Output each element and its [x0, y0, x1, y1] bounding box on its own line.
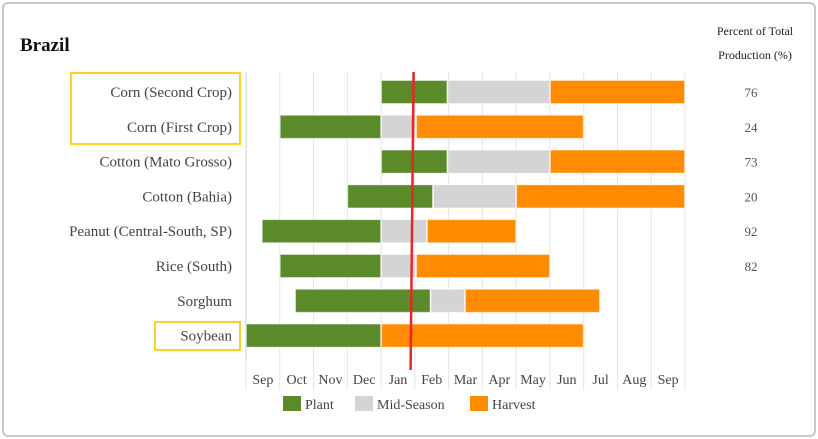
- bar-harvest: [416, 114, 584, 139]
- percent-value: 82: [745, 259, 758, 274]
- x-tick-label: Jan: [389, 373, 408, 388]
- crop-label: Sorghum: [177, 294, 232, 310]
- bar-plant: [279, 254, 382, 278]
- x-tick-label: Jun: [557, 373, 576, 388]
- percent-header-line1: Percent of Total: [717, 24, 794, 38]
- x-tick-label: May: [520, 373, 546, 388]
- bar-plant: [347, 184, 433, 209]
- bar-mid-season: [432, 184, 517, 209]
- x-tick-label: Sep: [252, 373, 273, 388]
- bar-mid-season: [447, 80, 550, 104]
- highlight-box-soybean: [154, 321, 241, 351]
- bar-plant: [295, 288, 431, 313]
- bar-plant: [279, 114, 382, 139]
- legend-label: Plant: [305, 398, 334, 413]
- percent-value: 76: [745, 85, 759, 100]
- bar-harvest: [416, 254, 550, 278]
- legend-swatch-plant: [283, 396, 301, 411]
- x-tick-label: Nov: [318, 373, 342, 388]
- x-tick-label: Feb: [421, 373, 442, 388]
- crop-label: Peanut (Central-South, SP): [69, 224, 232, 240]
- bar-plant: [246, 323, 382, 348]
- legend-swatch-mid-season: [355, 396, 373, 411]
- crop-label: Rice (South): [156, 259, 232, 275]
- bar-harvest: [426, 219, 517, 244]
- chart-title: Brazil: [20, 35, 70, 56]
- percent-value: 24: [745, 120, 759, 135]
- x-tick-label: Jul: [592, 373, 608, 388]
- bar-harvest: [464, 288, 601, 313]
- percent-value: 92: [745, 224, 758, 239]
- bar-plant: [381, 149, 448, 174]
- x-tick-label: Aug: [622, 373, 646, 388]
- percent-header-line2: Production (%): [718, 48, 792, 62]
- bar-mid-season: [381, 254, 417, 278]
- crop-label: Cotton (Bahia): [142, 189, 232, 205]
- crop-label: Corn (First Crop): [127, 120, 232, 136]
- legend-swatch-harvest: [470, 396, 488, 411]
- crop-label: Corn (Second Crop): [110, 85, 232, 101]
- crop-label: Soybean: [180, 329, 232, 345]
- bar-mid-season: [381, 114, 417, 139]
- percent-value: 73: [745, 155, 758, 170]
- x-tick-label: Apr: [488, 373, 510, 388]
- x-tick-label: Mar: [454, 373, 478, 388]
- bar-harvest: [516, 184, 686, 209]
- bar-mid-season: [447, 149, 550, 174]
- percent-value: 20: [745, 189, 758, 204]
- x-tick-label: Dec: [353, 373, 376, 388]
- bar-mid-season: [430, 288, 465, 313]
- highlight-box-corn: [70, 72, 241, 145]
- bar-harvest: [549, 149, 686, 174]
- bar-harvest: [381, 323, 584, 348]
- x-tick-label: Oct: [287, 373, 307, 388]
- today-marker-line: [409, 71, 415, 371]
- legend-label: Harvest: [492, 398, 536, 413]
- legend-label: Mid-Season: [377, 398, 445, 413]
- bar-harvest: [549, 80, 686, 104]
- bar-mid-season: [381, 219, 427, 244]
- bar-plant: [261, 219, 382, 244]
- x-tick-label: Sep: [658, 373, 679, 388]
- crop-label: Cotton (Mato Grosso): [100, 155, 233, 171]
